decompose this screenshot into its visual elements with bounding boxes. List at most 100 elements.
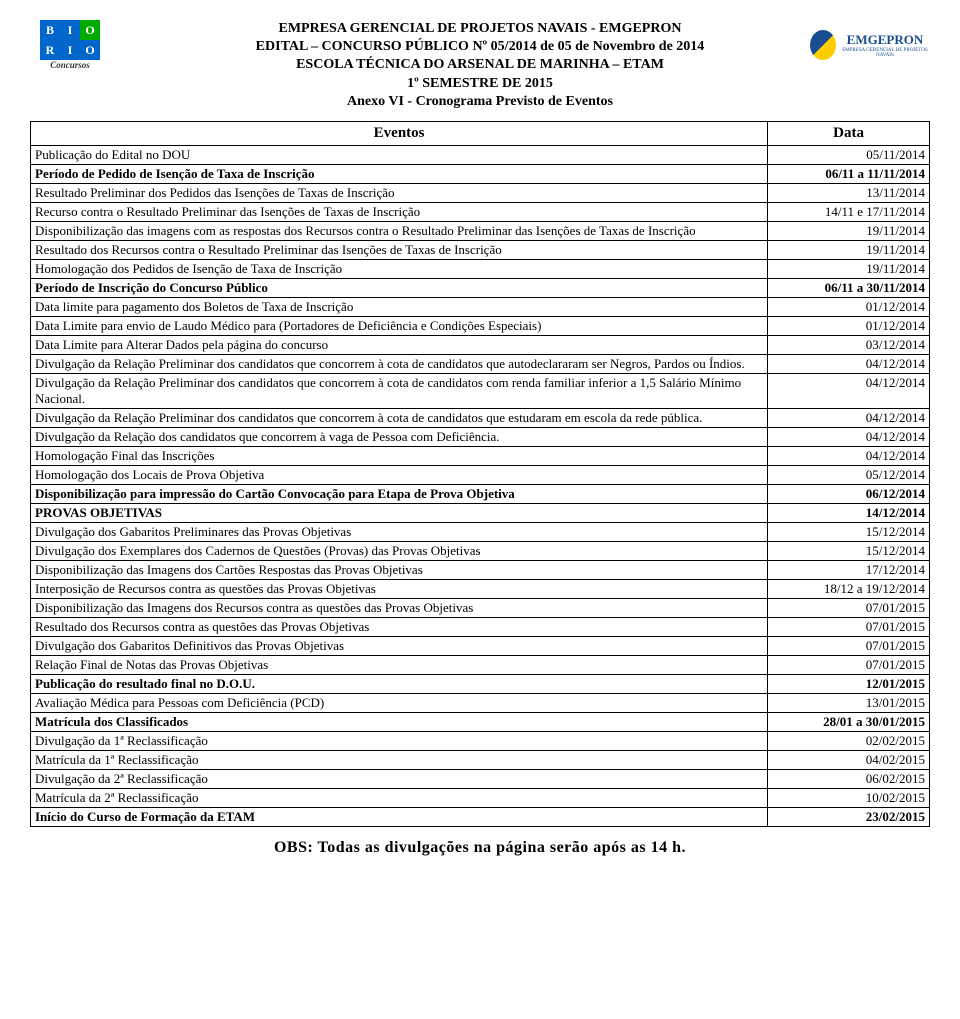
logo-letter: R: [40, 40, 60, 60]
table-row: Matrícula dos Classificados28/01 a 30/01…: [31, 712, 930, 731]
event-cell: Divulgação da Relação Preliminar dos can…: [31, 354, 768, 373]
date-cell: 07/01/2015: [768, 655, 930, 674]
event-cell: Data Limite para envio de Laudo Médico p…: [31, 316, 768, 335]
table-row: Data limite para pagamento dos Boletos d…: [31, 297, 930, 316]
event-cell: Divulgação da 2ª Reclassificação: [31, 769, 768, 788]
table-row: Divulgação da 1ª Reclassificação02/02/20…: [31, 731, 930, 750]
event-cell: Avaliação Médica para Pessoas com Defici…: [31, 693, 768, 712]
footer-note: OBS: Todas as divulgações na página serã…: [30, 839, 930, 857]
event-cell: Relação Final de Notas das Provas Objeti…: [31, 655, 768, 674]
table-row: Disponibilização para impressão do Cartã…: [31, 484, 930, 503]
table-row: Divulgação da Relação Preliminar dos can…: [31, 354, 930, 373]
table-row: Recurso contra o Resultado Preliminar da…: [31, 202, 930, 221]
table-row: Publicação do Edital no DOU05/11/2014: [31, 145, 930, 164]
date-cell: 04/12/2014: [768, 354, 930, 373]
logo-subtitle: Concursos: [50, 60, 90, 70]
event-cell: Resultado dos Recursos contra as questõe…: [31, 617, 768, 636]
date-cell: 07/01/2015: [768, 598, 930, 617]
date-cell: 14/11 e 17/11/2014: [768, 202, 930, 221]
emgepron-icon: [810, 30, 836, 60]
date-cell: 12/01/2015: [768, 674, 930, 693]
event-cell: Divulgação dos Exemplares dos Cadernos d…: [31, 541, 768, 560]
document-header: B I O R I O Concursos EMPRESA GERENCIAL …: [30, 20, 930, 111]
date-cell: 06/02/2015: [768, 769, 930, 788]
date-cell: 01/12/2014: [768, 316, 930, 335]
header-line: Anexo VI - Cronograma Previsto de Evento…: [256, 93, 705, 111]
date-cell: 04/12/2014: [768, 408, 930, 427]
table-row: Homologação dos Locais de Prova Objetiva…: [31, 465, 930, 484]
event-cell: Homologação dos Pedidos de Isenção de Ta…: [31, 259, 768, 278]
table-row: Divulgação dos Gabaritos Preliminares da…: [31, 522, 930, 541]
logo-biorio: B I O R I O Concursos: [30, 20, 110, 80]
column-header-eventos: Eventos: [31, 121, 768, 145]
event-cell: Período de Inscrição do Concurso Público: [31, 278, 768, 297]
event-cell: Interposição de Recursos contra as quest…: [31, 579, 768, 598]
table-row: Matrícula da 1ª Reclassificação04/02/201…: [31, 750, 930, 769]
event-cell: PROVAS OBJETIVAS: [31, 503, 768, 522]
table-row: Divulgação da 2ª Reclassificação06/02/20…: [31, 769, 930, 788]
logo-letter: B: [40, 20, 60, 40]
emgepron-text: EMGEPRON: [840, 32, 930, 48]
date-cell: 19/11/2014: [768, 240, 930, 259]
bio-logo-bottom: R I O: [40, 40, 100, 60]
table-row: Avaliação Médica para Pessoas com Defici…: [31, 693, 930, 712]
date-cell: 10/02/2015: [768, 788, 930, 807]
table-row: Divulgação da Relação Preliminar dos can…: [31, 373, 930, 408]
logo-letter: I: [60, 40, 80, 60]
header-line: EDITAL – CONCURSO PÚBLICO Nº 05/2014 de …: [256, 38, 705, 56]
event-cell: Disponibilização das Imagens dos Cartões…: [31, 560, 768, 579]
event-cell: Início do Curso de Formação da ETAM: [31, 807, 768, 826]
table-row: Resultado Preliminar dos Pedidos das Ise…: [31, 183, 930, 202]
header-line: EMPRESA GERENCIAL DE PROJETOS NAVAIS - E…: [256, 20, 705, 38]
date-cell: 07/01/2015: [768, 636, 930, 655]
event-cell: Matrícula dos Classificados: [31, 712, 768, 731]
event-cell: Divulgação da Relação Preliminar dos can…: [31, 408, 768, 427]
events-table: Eventos Data Publicação do Edital no DOU…: [30, 121, 930, 827]
event-cell: Homologação dos Locais de Prova Objetiva: [31, 465, 768, 484]
date-cell: 15/12/2014: [768, 522, 930, 541]
table-body: Publicação do Edital no DOU05/11/2014 Per…: [31, 145, 930, 826]
event-cell: Data limite para pagamento dos Boletos d…: [31, 297, 768, 316]
logo-letter: O: [80, 20, 100, 40]
event-cell: Homologação Final das Inscrições: [31, 446, 768, 465]
table-row: PROVAS OBJETIVAS14/12/2014: [31, 503, 930, 522]
table-row: Período de Inscrição do Concurso Público…: [31, 278, 930, 297]
date-cell: 03/12/2014: [768, 335, 930, 354]
table-row: Data Limite para Alterar Dados pela pági…: [31, 335, 930, 354]
table-row: Matrícula da 2ª Reclassificação10/02/201…: [31, 788, 930, 807]
table-row: Divulgação da Relação dos candidatos que…: [31, 427, 930, 446]
date-cell: 07/01/2015: [768, 617, 930, 636]
event-cell: Publicação do resultado final no D.O.U.: [31, 674, 768, 693]
event-cell: Divulgação dos Gabaritos Preliminares da…: [31, 522, 768, 541]
date-cell: 06/11 a 30/11/2014: [768, 278, 930, 297]
logo-letter: O: [80, 40, 100, 60]
table-row: Data Limite para envio de Laudo Médico p…: [31, 316, 930, 335]
table-row: Resultado dos Recursos contra as questõe…: [31, 617, 930, 636]
table-row: Disponibilização das Imagens dos Cartões…: [31, 560, 930, 579]
date-cell: 14/12/2014: [768, 503, 930, 522]
date-cell: 19/11/2014: [768, 221, 930, 240]
date-cell: 23/02/2015: [768, 807, 930, 826]
date-cell: 04/12/2014: [768, 373, 930, 408]
table-row: Resultado dos Recursos contra o Resultad…: [31, 240, 930, 259]
logo-letter: I: [60, 20, 80, 40]
logo-emgepron: EMGEPRON EMPRESA GERENCIAL DE PROJETOS N…: [810, 20, 930, 70]
date-cell: 28/01 a 30/01/2015: [768, 712, 930, 731]
date-cell: 05/11/2014: [768, 145, 930, 164]
date-cell: 18/12 a 19/12/2014: [768, 579, 930, 598]
date-cell: 02/02/2015: [768, 731, 930, 750]
event-cell: Resultado dos Recursos contra o Resultad…: [31, 240, 768, 259]
event-cell: Recurso contra o Resultado Preliminar da…: [31, 202, 768, 221]
date-cell: 13/01/2015: [768, 693, 930, 712]
event-cell: Disponibilização das imagens com as resp…: [31, 221, 768, 240]
table-row: Disponibilização das imagens com as resp…: [31, 221, 930, 240]
event-cell: Publicação do Edital no DOU: [31, 145, 768, 164]
table-row: Homologação Final das Inscrições04/12/20…: [31, 446, 930, 465]
table-header-row: Eventos Data: [31, 121, 930, 145]
date-cell: 04/12/2014: [768, 427, 930, 446]
header-line: ESCOLA TÉCNICA DO ARSENAL DE MARINHA – E…: [256, 56, 705, 74]
date-cell: 06/11 a 11/11/2014: [768, 164, 930, 183]
header-title-block: EMPRESA GERENCIAL DE PROJETOS NAVAIS - E…: [256, 20, 705, 111]
table-row: Disponibilização das Imagens dos Recurso…: [31, 598, 930, 617]
table-row: Divulgação da Relação Preliminar dos can…: [31, 408, 930, 427]
